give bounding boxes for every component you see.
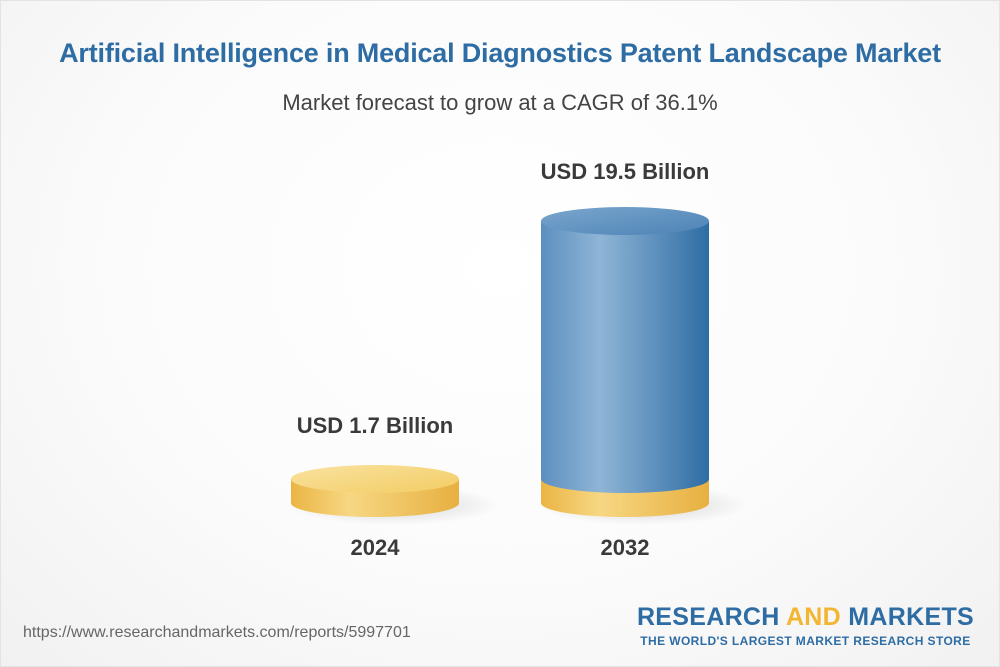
logo-word-markets: MARKETS xyxy=(841,603,974,631)
source-url[interactable]: https://www.researchandmarkets.com/repor… xyxy=(23,624,411,641)
data-label-2024: USD 1.7 Billion xyxy=(297,413,453,438)
data-label-2032: USD 19.5 Billion xyxy=(541,159,710,184)
logo-word-research: RESEARCH xyxy=(636,603,786,631)
category-label-2024: 2024 xyxy=(351,535,401,560)
chart-subtitle: Market forecast to grow at a CAGR of 36.… xyxy=(282,90,718,115)
logo-word-and: AND xyxy=(785,603,842,631)
bar-top-2032 xyxy=(541,207,709,235)
bar-2032 xyxy=(541,221,709,493)
bar-2024 xyxy=(291,465,459,493)
brand-logo: RESEARCH AND MARKETS THE WORLD'S LARGEST… xyxy=(637,603,974,651)
category-label-2032: 2032 xyxy=(601,535,650,560)
logo-wordmark: RESEARCH AND MARKETS xyxy=(637,603,974,631)
chart-title: Artificial Intelligence in Medical Diagn… xyxy=(59,38,941,68)
logo-tagline: THE WORLD'S LARGEST MARKET RESEARCH STOR… xyxy=(640,634,971,648)
